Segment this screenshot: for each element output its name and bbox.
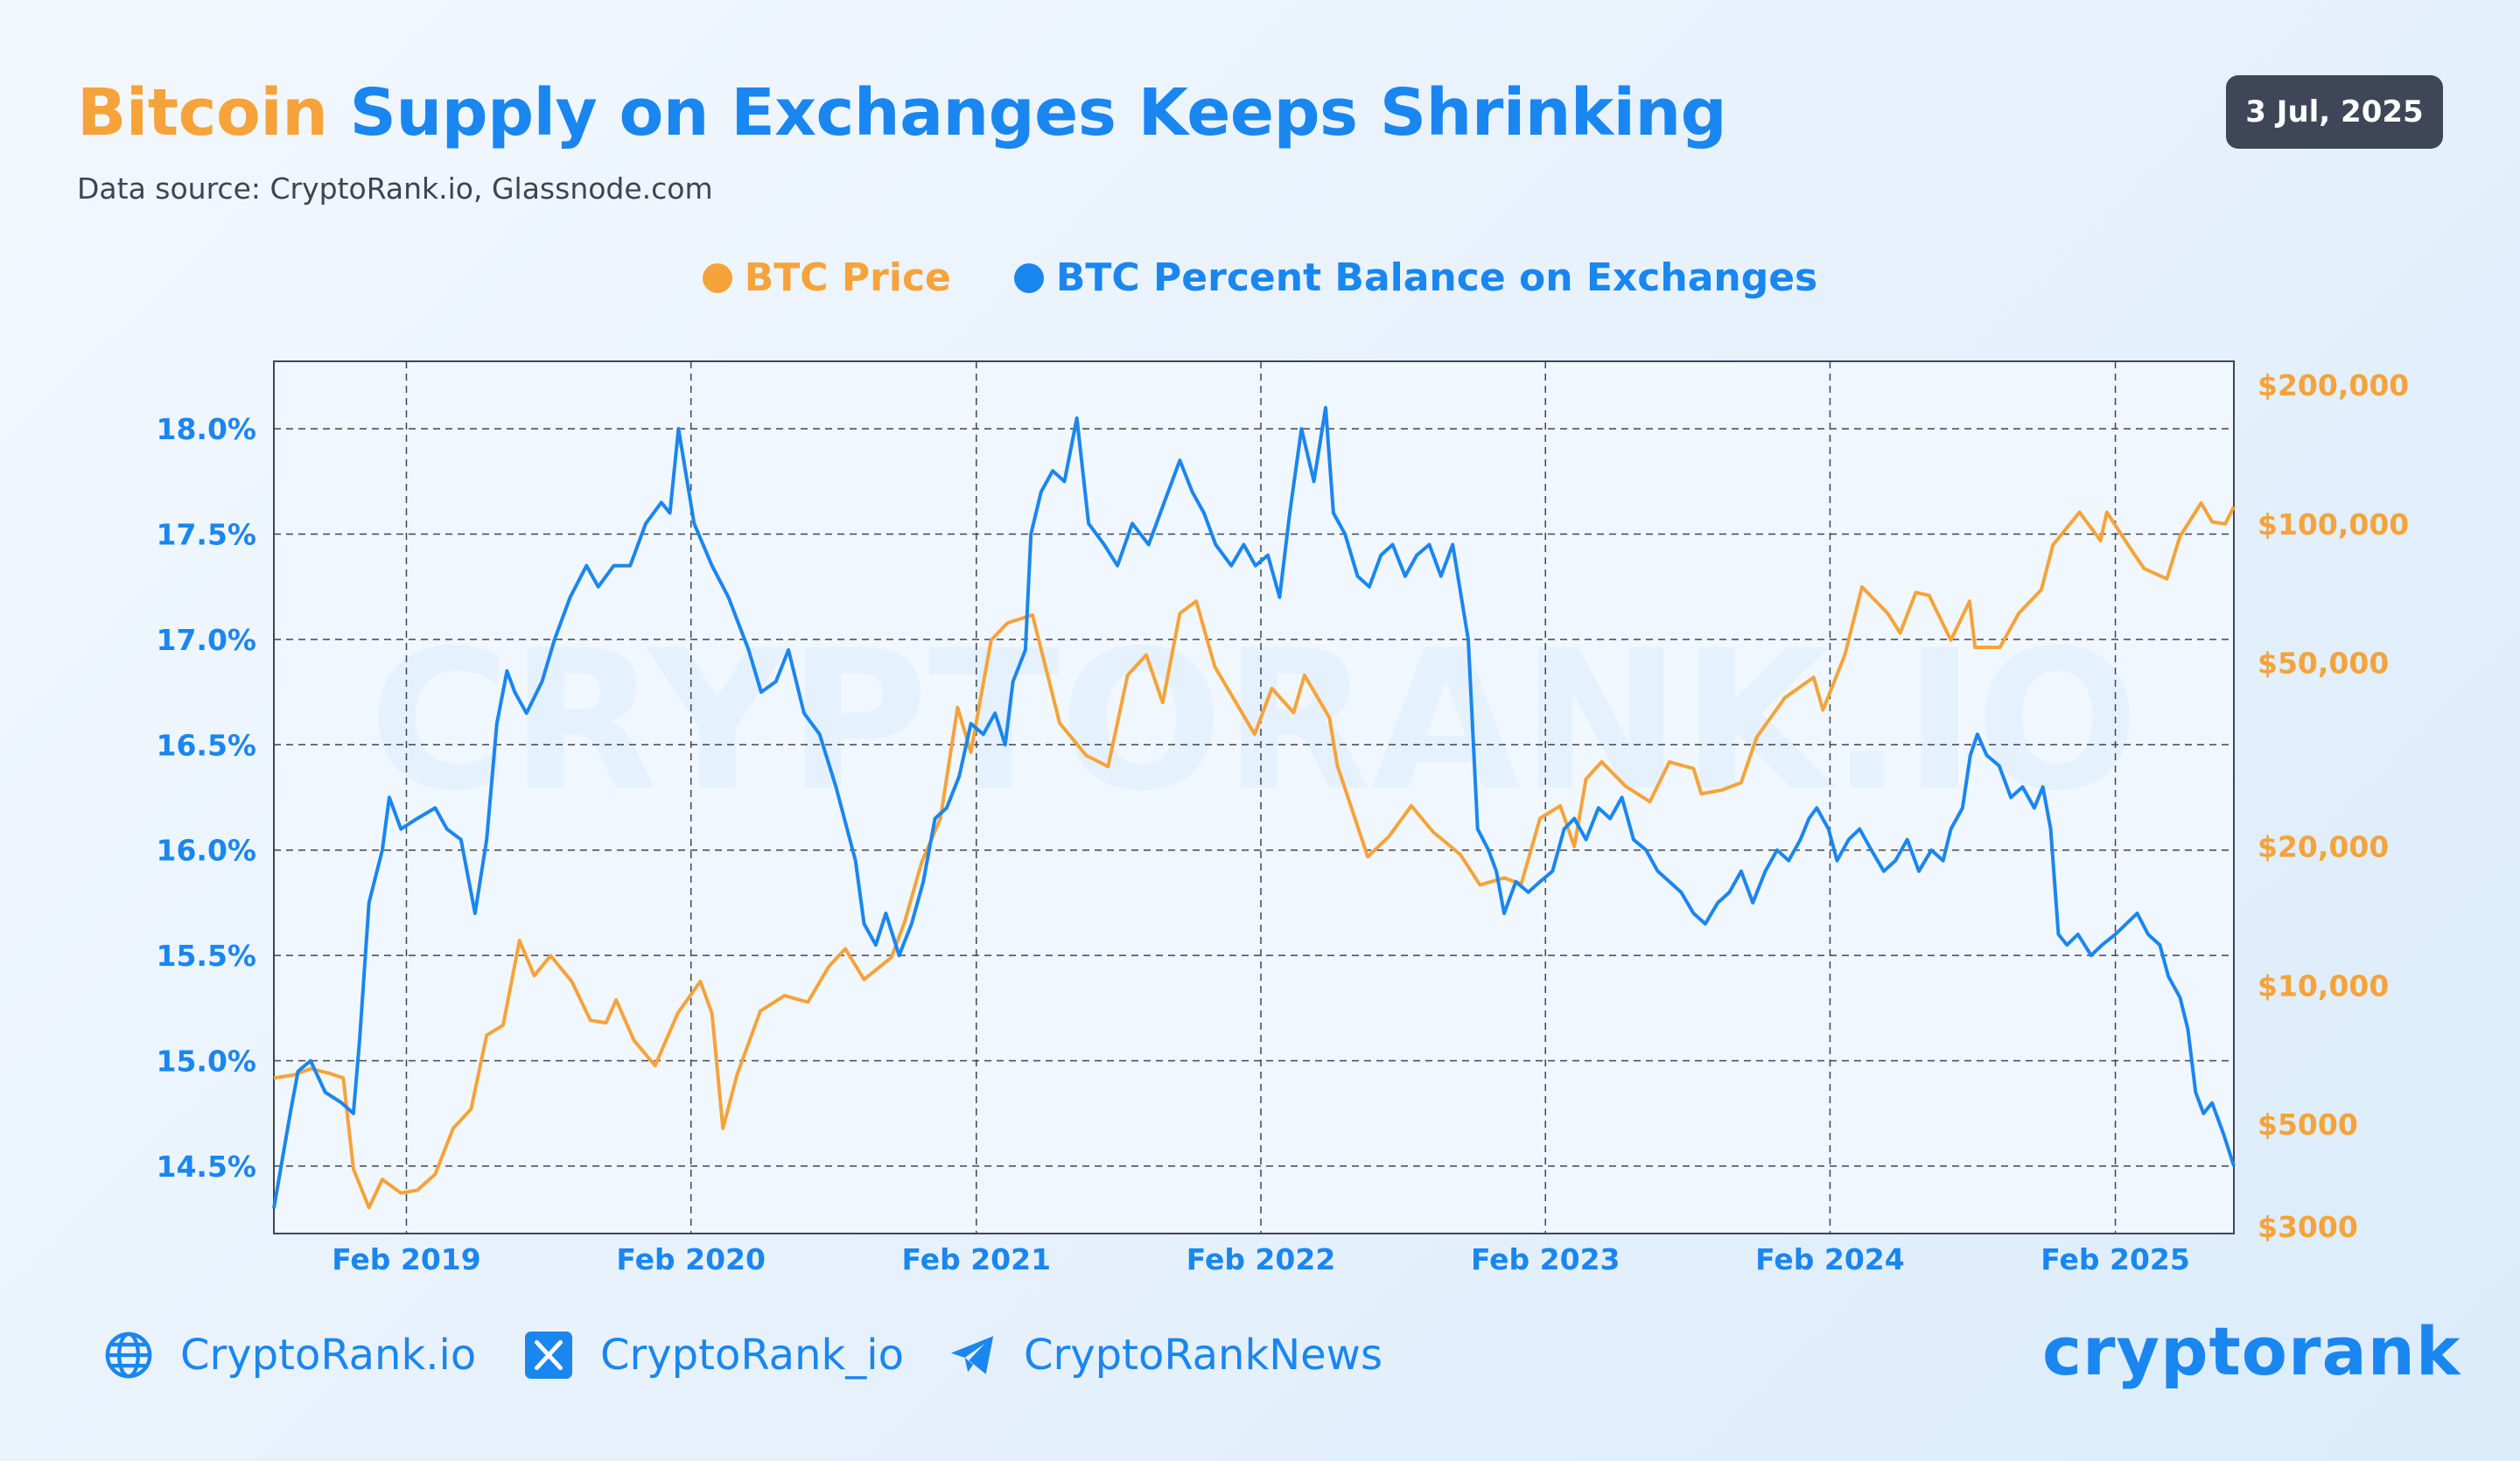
chart-legend: BTC Price BTC Percent Balance on Exchang… [0, 255, 2520, 300]
y-right-tick-label: $100,000 [2258, 507, 2409, 542]
footer-website-label: CryptoRank.io [180, 1331, 477, 1380]
chart-title: Bitcoin Supply on Exchanges Keeps Shrink… [77, 75, 1727, 150]
footer-x-handle[interactable]: CryptoRank_io [522, 1325, 904, 1386]
title-rest: Supply on Exchanges Keeps Shrinking [349, 75, 1727, 150]
x-axis-labels: Feb 2019 Feb 2020 Feb 2021 Feb 2022 Feb 2023… [332, 1242, 2190, 1276]
x-tick-label: Feb 2024 [1755, 1242, 1905, 1276]
legend-item-price[interactable]: BTC Price [702, 255, 951, 300]
x-tick-label: Feb 2023 [1471, 1242, 1620, 1276]
series-line-btc-price [273, 500, 2236, 1210]
y-left-tick-label: 14.5% [157, 1150, 257, 1184]
title-word-bitcoin: Bitcoin [77, 75, 328, 150]
footer-telegram-label: CryptoRankNews [1024, 1331, 1382, 1380]
x-tick-label: Feb 2021 [902, 1242, 1052, 1276]
y-right-tick-label: $3000 [2258, 1210, 2358, 1244]
y-right-tick-label: $50,000 [2258, 647, 2389, 681]
y-right-tick-label: $200,000 [2258, 368, 2409, 402]
x-tick-label: Feb 2019 [332, 1242, 481, 1276]
y-axis-right-labels: $200,000 $100,000 $50,000 $20,000 $10,000 $50… [2258, 368, 2409, 1244]
y-left-tick-label: 17.0% [157, 623, 257, 657]
x-tick-label: Feb 2022 [1186, 1242, 1336, 1276]
y-left-tick-label: 18.0% [157, 412, 257, 446]
legend-label-price: BTC Price [744, 255, 951, 300]
x-tick-label: Feb 2025 [2040, 1242, 2190, 1276]
y-right-tick-label: $10,000 [2258, 968, 2389, 1003]
globe-icon [102, 1328, 156, 1382]
y-right-tick-label: $5000 [2258, 1108, 2358, 1142]
watermark: CRYPTORANK.IO [368, 609, 2138, 833]
y-left-tick-label: 16.5% [157, 728, 257, 762]
x-logo-icon [522, 1328, 576, 1382]
footer-website[interactable]: CryptoRank.io [102, 1325, 476, 1386]
cryptorank-logo: cryptorank [2042, 1312, 2461, 1390]
telegram-icon [945, 1328, 999, 1382]
legend-label-exchange-balance: BTC Percent Balance on Exchanges [1055, 255, 1818, 300]
y-axis-left-labels: 18.0% 17.5% 17.0% 16.5% 16.0% 15.5% 15.0% 14.5% [157, 412, 257, 1184]
data-source: Data source: CryptoRank.io, Glassnode.co… [77, 171, 713, 206]
legend-dot-exchange-balance [1013, 262, 1044, 293]
footer-x-handle-label: CryptoRank_io [600, 1331, 904, 1380]
legend-dot-price [702, 262, 732, 293]
y-left-tick-label: 17.5% [157, 517, 257, 551]
y-left-tick-label: 15.0% [157, 1045, 257, 1079]
plot-area [273, 360, 2235, 1234]
y-left-tick-label: 16.0% [157, 834, 257, 868]
y-right-tick-label: $20,000 [2258, 830, 2389, 864]
grid-lines [274, 361, 2234, 1234]
series-line-btc-exchange-balance [272, 406, 2236, 1209]
legend-item-exchange-balance[interactable]: BTC Percent Balance on Exchanges [1013, 255, 1818, 300]
series-lines [272, 406, 2236, 1210]
footer-telegram[interactable]: CryptoRankNews [945, 1325, 1382, 1386]
y-left-tick-label: 15.5% [157, 939, 257, 973]
x-tick-label: Feb 2020 [616, 1242, 766, 1276]
date-badge: 3 Jul, 2025 [2226, 75, 2443, 149]
